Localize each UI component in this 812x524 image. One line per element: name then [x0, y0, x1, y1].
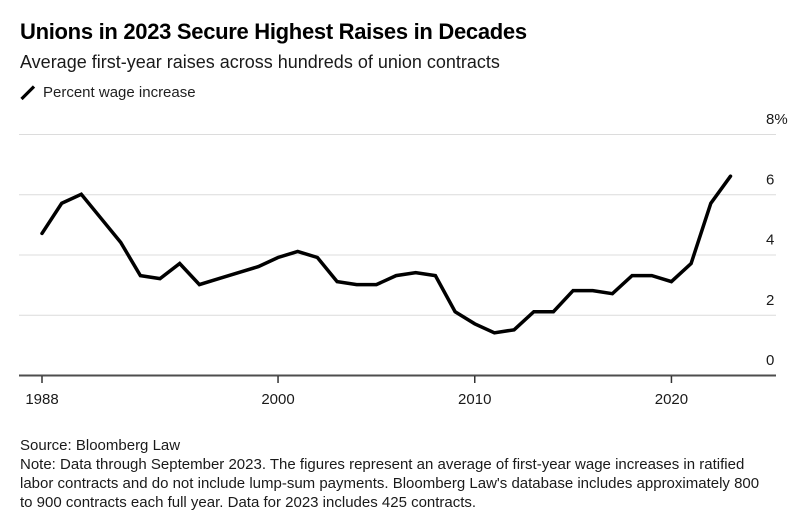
- chart-title: Unions in 2023 Secure Highest Raises in …: [20, 19, 527, 44]
- footer: Source: Bloomberg Law Note: Data through…: [20, 436, 778, 512]
- y-axis-label: 6: [766, 171, 774, 188]
- chart-subtitle: Average first-year raises across hundred…: [20, 52, 500, 72]
- x-axis-label: 2010: [458, 391, 491, 408]
- line-series-swatch-icon: [20, 84, 36, 100]
- y-axis-label: 2: [766, 292, 774, 309]
- legend-label: Percent wage increase: [43, 84, 196, 101]
- y-axis-label: 0: [766, 352, 774, 369]
- x-axis-label: 1988: [25, 391, 58, 408]
- legend: Percent wage increase: [20, 84, 196, 101]
- x-axis-label: 2000: [261, 391, 294, 408]
- y-axis-label: 8%: [766, 111, 788, 128]
- y-axis-label: 4: [766, 232, 774, 249]
- x-axis-label: 2020: [655, 391, 688, 408]
- note-text: Note: Data through September 2023. The f…: [20, 456, 760, 511]
- wage-line-series: [40, 174, 733, 335]
- source-text: Source: Bloomberg Law: [20, 437, 181, 454]
